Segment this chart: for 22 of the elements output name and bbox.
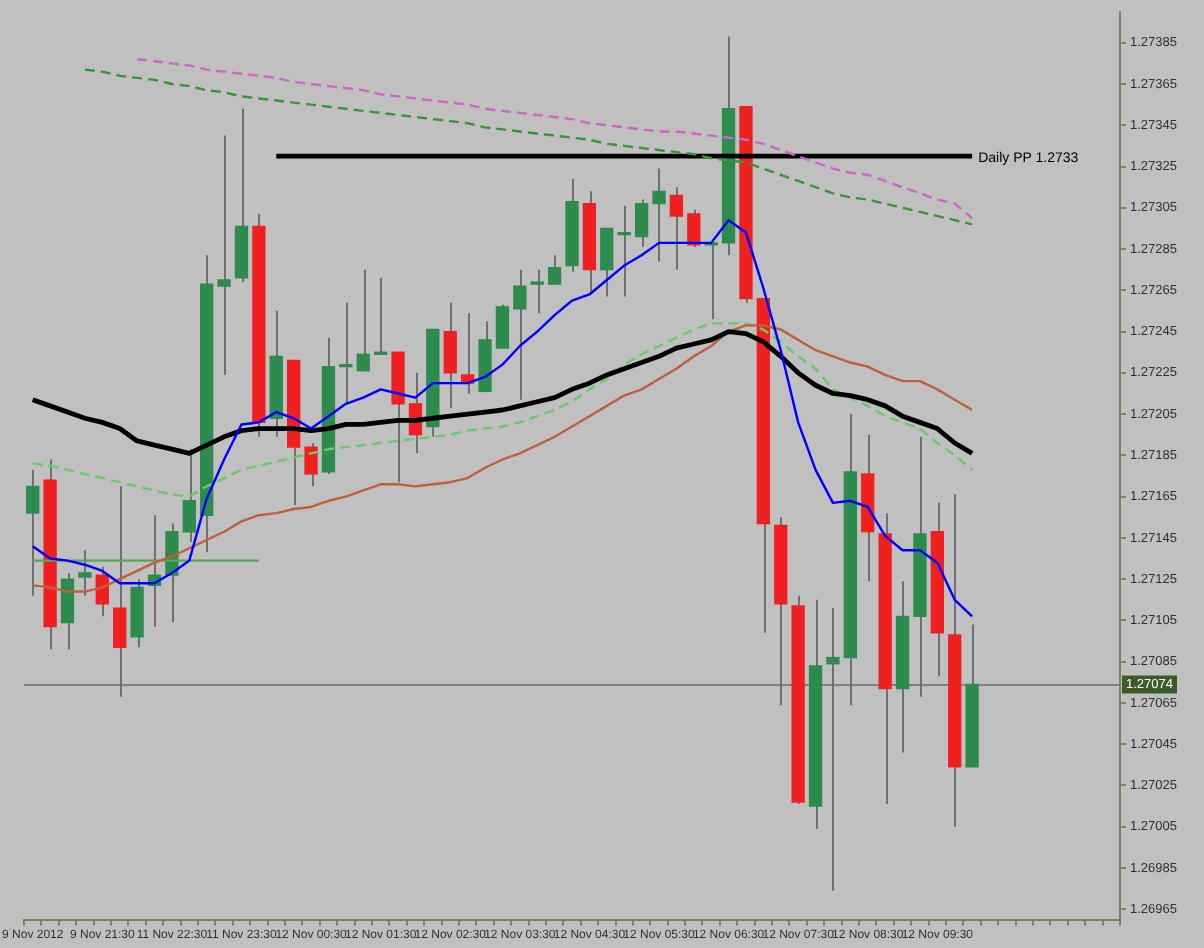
- candlestick: [304, 442, 318, 488]
- candlestick: [182, 448, 196, 544]
- candlestick: [356, 268, 370, 372]
- candlestick: [339, 301, 353, 405]
- candlestick: [495, 303, 510, 350]
- candlestick: [530, 268, 544, 315]
- candlestick: [669, 186, 684, 271]
- candlestick: [687, 208, 701, 248]
- candlestick: [826, 607, 840, 892]
- candlestick: [95, 565, 109, 618]
- candlestick: [634, 198, 649, 248]
- candlestick: [60, 571, 75, 651]
- candlestick: [600, 227, 614, 298]
- candlestick: [78, 549, 92, 597]
- candlestick: [217, 134, 231, 376]
- candlestick: [513, 268, 527, 401]
- candlestick: [652, 167, 666, 263]
- line-series: [31, 322, 974, 498]
- candlestick: [443, 301, 457, 409]
- candlestick: [26, 468, 40, 597]
- candlestick: [113, 485, 127, 698]
- candlestick: [547, 254, 562, 286]
